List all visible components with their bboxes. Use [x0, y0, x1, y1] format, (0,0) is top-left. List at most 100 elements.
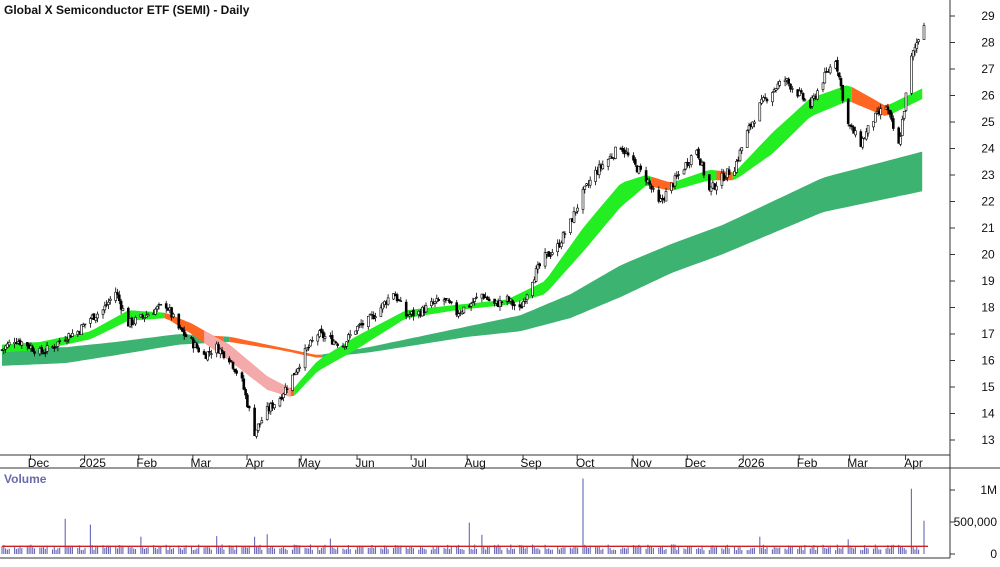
candle [790, 85, 794, 93]
candle [574, 211, 578, 216]
x-tick-label: Dec [28, 456, 49, 470]
candle [576, 204, 579, 214]
candle [71, 329, 74, 338]
candle [513, 301, 516, 311]
candle [361, 319, 365, 329]
candle [899, 132, 902, 147]
candle [509, 298, 513, 305]
candle [783, 76, 787, 87]
candle [511, 299, 514, 310]
candle [253, 404, 256, 437]
candle [6, 341, 9, 349]
candle [866, 125, 870, 137]
candle [677, 171, 680, 180]
candle [103, 301, 107, 314]
candle [242, 375, 246, 391]
candle [861, 136, 865, 150]
candle [408, 310, 412, 320]
x-tick-label: Feb [797, 456, 818, 470]
candle [109, 296, 112, 305]
candle [83, 323, 87, 329]
candle [644, 166, 648, 186]
candle [837, 72, 841, 80]
x-tick-label: Mar [191, 456, 212, 470]
candle [778, 79, 782, 88]
candle [310, 336, 314, 343]
candle [80, 324, 83, 335]
candle [303, 344, 307, 371]
candle [114, 287, 117, 304]
candle [305, 347, 309, 352]
candle [374, 312, 377, 322]
candle [601, 160, 605, 170]
candle [280, 394, 284, 401]
candle [852, 125, 855, 134]
candle [823, 67, 827, 84]
candle [33, 348, 36, 357]
x-tick-label: Apr [904, 456, 923, 470]
x-tick-label: May [298, 456, 321, 470]
candle [758, 102, 762, 122]
candle [760, 94, 763, 106]
candle [291, 374, 294, 392]
candle [424, 302, 428, 313]
candle [850, 123, 854, 131]
candle [639, 163, 643, 172]
candle [118, 290, 121, 305]
candle [547, 251, 551, 257]
long-term-band [223, 336, 230, 343]
volume-tick-label: 500,000 [954, 515, 998, 529]
candle [873, 112, 877, 123]
candle [900, 115, 904, 137]
y-tick-label: 15 [981, 380, 995, 394]
candle [879, 104, 883, 120]
candle [886, 103, 890, 115]
candle [738, 148, 742, 163]
candle [828, 64, 832, 75]
y-tick-label: 27 [981, 62, 995, 76]
candle [722, 169, 726, 182]
candle [487, 296, 491, 302]
candle [336, 342, 339, 348]
candle [273, 404, 276, 410]
candle [648, 177, 652, 189]
candle [370, 311, 374, 320]
candle [774, 88, 778, 93]
candle [235, 368, 238, 376]
candle [689, 154, 693, 168]
candle [471, 297, 475, 304]
candle [747, 122, 751, 134]
candle [347, 332, 350, 343]
x-tick-label: Feb [136, 456, 157, 470]
candle [356, 325, 359, 335]
candle [94, 317, 98, 324]
x-tick-label: Jul [412, 456, 427, 470]
candle [913, 43, 917, 56]
candle [581, 186, 585, 214]
candle [348, 329, 352, 339]
price-panel [0, 22, 926, 439]
candle [563, 230, 567, 239]
candle [130, 316, 134, 329]
chart-title: Global X Semiconductor ETF (SEMI) - Dail… [4, 3, 250, 17]
candle [96, 311, 99, 323]
candle [159, 303, 163, 306]
candle [697, 146, 700, 160]
candle [801, 92, 805, 102]
candle [606, 158, 610, 171]
candle [202, 349, 206, 355]
candle [386, 294, 390, 306]
candle [208, 346, 211, 357]
candle [116, 288, 119, 299]
short-term-band [673, 169, 717, 191]
candle [482, 293, 486, 300]
candle [911, 49, 915, 61]
candle [543, 248, 547, 269]
y-tick-label: 18 [981, 301, 995, 315]
candle [442, 297, 446, 306]
candle [839, 75, 843, 90]
candle [657, 186, 661, 204]
candle [343, 345, 347, 350]
candle [392, 293, 395, 300]
